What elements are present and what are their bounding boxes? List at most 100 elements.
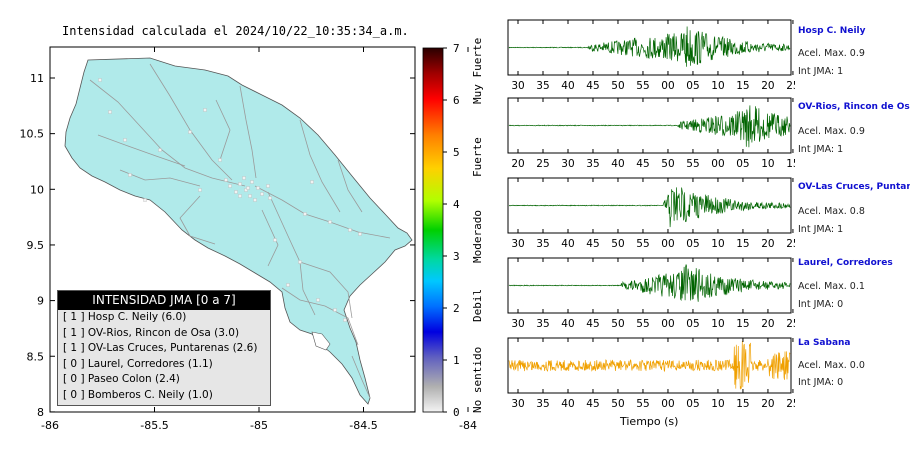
waveform-trace (508, 264, 791, 302)
time-tick-label: 30 (561, 158, 574, 170)
lon-tick-label: -84 (459, 419, 477, 432)
station-acceleration: Acel. Max. 0.0 (798, 360, 865, 371)
waveform-panel: 30 35 40 45 50 55 00 05 10 15 20 25 (507, 177, 795, 250)
scale-number: 5 (453, 146, 460, 159)
waveform-panel: 30 35 40 45 50 55 00 05 10 15 20 25 (507, 337, 795, 410)
time-tick-label: 45 (586, 238, 599, 250)
station-acceleration: Acel. Max. 0.1 (798, 281, 865, 292)
legend-item: [ 0 ] Bomberos C. Neily (1.0) (63, 388, 213, 401)
legend-item: [ 1 ] Hosp C. Neily (6.0) (63, 311, 187, 323)
time-tick-label: 20 (761, 80, 774, 92)
station-intensity: Int JMA: 1 (798, 66, 844, 77)
time-tick-label: 05 (686, 80, 699, 92)
time-tick-label: 55 (636, 398, 649, 410)
time-tick-label: 35 (536, 318, 549, 330)
station-intensity: Int JMA: 1 (798, 224, 844, 235)
time-tick-label: 45 (586, 398, 599, 410)
time-tick-label: 05 (736, 158, 749, 170)
lat-tick-label: 8 (37, 406, 44, 419)
time-tick-label: 55 (686, 158, 699, 170)
station-name: Laurel, Corredores (798, 258, 893, 268)
legend-item: [ 1 ] OV-Las Cruces, Puntarenas (2.6) (63, 342, 258, 354)
time-tick-label: 40 (561, 238, 574, 250)
time-tick-label: 55 (636, 318, 649, 330)
time-tick-label: 35 (536, 80, 549, 92)
time-tick-label: 50 (611, 238, 624, 250)
station-intensity: Int JMA: 0 (798, 299, 844, 310)
station-legend: INTENSIDAD JMA [0 a 7] [ 1 ] Hosp C. Nei… (57, 290, 271, 406)
time-tick-label: 30 (511, 238, 524, 250)
time-tick-label: 15 (786, 158, 795, 170)
scale-word-debil: Debil (471, 288, 484, 322)
time-tick-label: 45 (586, 80, 599, 92)
time-tick-label: 20 (761, 318, 774, 330)
legend-title: INTENSIDAD JMA [0 a 7] (58, 291, 270, 310)
legend-item: [ 1 ] OV-Rios, Rincon de Osa (3.0) (63, 326, 240, 339)
time-tick-label: 30 (511, 318, 524, 330)
time-tick-label: 45 (586, 318, 599, 330)
time-tick-label: 55 (636, 80, 649, 92)
time-tick-label: 55 (636, 238, 649, 250)
lon-tick-label: -86 (41, 419, 59, 432)
time-tick-label: 05 (686, 318, 699, 330)
scale-number: 1 (453, 354, 460, 367)
lat-tick-label: 10.5 (20, 128, 45, 141)
time-tick-label: 15 (736, 318, 749, 330)
time-tick-label: 10 (711, 318, 724, 330)
time-tick-label: 50 (611, 398, 624, 410)
time-tick-label: 25 (536, 158, 549, 170)
station-name: OV-Rios, Rincon de Osa (798, 102, 910, 112)
waveform-trace (508, 187, 791, 228)
waveform-trace (508, 341, 791, 390)
waveform-panel: 30 35 40 45 50 55 00 05 10 15 20 25 (507, 257, 795, 330)
lat-tick-label: 9 (37, 295, 44, 308)
time-tick-label: 00 (661, 398, 674, 410)
time-tick-label: 15 (736, 80, 749, 92)
time-tick-label: 25 (786, 318, 795, 330)
time-tick-label: 40 (611, 158, 624, 170)
time-tick-label: 00 (711, 158, 724, 170)
time-tick-label: 25 (786, 398, 795, 410)
map-title: Intensidad calculada el 2024/10/22_10:35… (62, 24, 409, 38)
waveform-panel: 30 35 40 45 50 55 00 05 10 15 20 25 (507, 19, 795, 92)
time-tick-label: 25 (786, 238, 795, 250)
time-tick-label: 40 (561, 398, 574, 410)
time-tick-label: 10 (711, 80, 724, 92)
legend-item: [ 0 ] Laurel, Corredores (1.1) (63, 357, 213, 370)
station-acceleration: Acel. Max. 0.8 (798, 206, 865, 217)
scale-number: 2 (453, 302, 460, 315)
time-tick-label: 20 (511, 158, 524, 170)
station-name: OV-Las Cruces, Puntarenas (798, 182, 910, 192)
time-tick-label: 25 (786, 80, 795, 92)
waveform-panels: 30 35 40 45 50 55 00 05 10 15 20 25 20 25 30 35 40 45 50 55… (507, 19, 795, 410)
scale-word-no-sentido: No sentido (471, 346, 484, 413)
scale-word-muy-fuerte: Muy Fuerte (471, 37, 484, 104)
intensity-color-scale: 7 6 5 4 3 2 1 0 (422, 42, 460, 419)
time-tick-label: 20 (761, 398, 774, 410)
lon-tick-label: -85 (250, 419, 268, 432)
time-tick-label: 10 (711, 398, 724, 410)
time-axis-label: Tiempo (s) (620, 415, 679, 428)
lat-tick-label: 10 (30, 183, 44, 196)
time-tick-label: 50 (611, 80, 624, 92)
time-tick-label: 00 (661, 238, 674, 250)
time-tick-label: 15 (736, 238, 749, 250)
station-intensity: Int JMA: 0 (798, 377, 844, 388)
scale-number: 4 (453, 198, 460, 211)
time-tick-label: 10 (761, 158, 774, 170)
time-tick-label: 30 (511, 80, 524, 92)
legend-item: [ 0 ] Paseo Colon (2.4) (63, 373, 180, 385)
time-tick-label: 15 (736, 398, 749, 410)
lat-tick-label: 11 (30, 72, 44, 85)
time-tick-label: 10 (711, 238, 724, 250)
lon-tick-label: -85.5 (140, 419, 168, 432)
time-tick-label: 50 (661, 158, 674, 170)
station-acceleration: Acel. Max. 0.9 (798, 48, 865, 59)
waveform-trace (508, 26, 791, 67)
intensity-map: -86-85.5-85-84.5-84-83.5-831110.5109.598… (20, 46, 477, 432)
station-name: La Sabana (798, 338, 851, 348)
time-tick-label: 40 (561, 318, 574, 330)
scale-number: 7 (453, 42, 460, 55)
time-tick-label: 05 (686, 238, 699, 250)
scale-number: 6 (453, 94, 460, 107)
